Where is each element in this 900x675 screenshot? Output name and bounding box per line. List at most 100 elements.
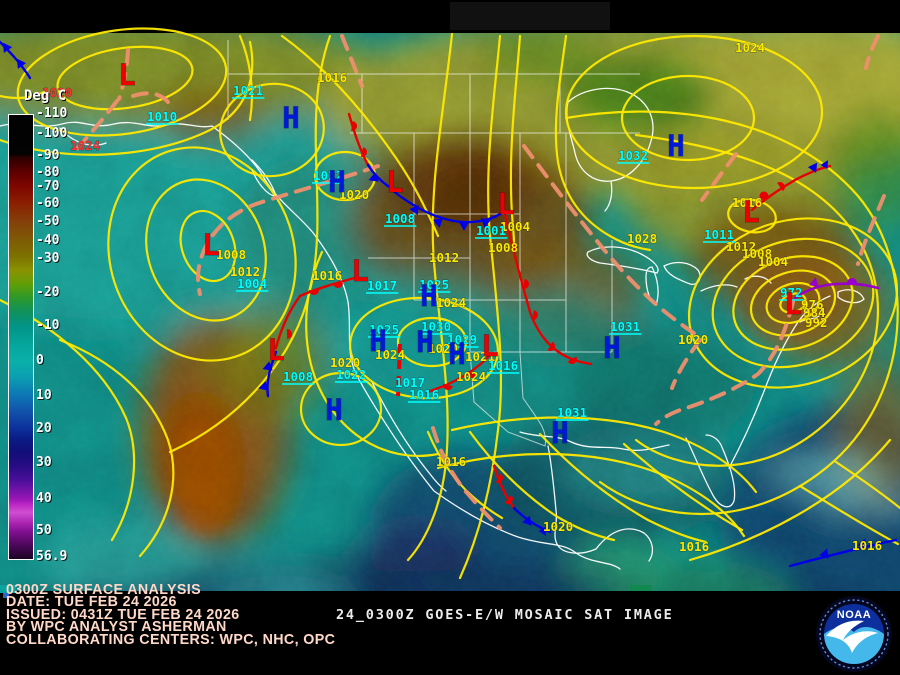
colorbar-tick: 40	[36, 491, 52, 506]
pressure-label: 1011	[704, 227, 734, 242]
warm-front	[503, 212, 593, 366]
pressure-label: 1017	[367, 278, 397, 293]
colorbar-tick: -30	[36, 251, 60, 266]
pressure-label: 1012	[726, 239, 756, 254]
seagull-icon	[826, 620, 878, 653]
pressure-label: 1017	[395, 375, 425, 390]
analysis-centers: COLLABORATING CENTERS: WPC, NHC, OPC	[6, 630, 336, 648]
colorbar-tick: -100	[36, 126, 68, 141]
pressure-label: 1020	[339, 187, 369, 202]
colorbar-tick: -10	[36, 318, 60, 333]
colorbar-tick: -20	[36, 285, 60, 300]
colorbar-tick: 56.9	[36, 549, 68, 564]
high-pressure-symbol: H	[328, 165, 345, 199]
colorbar-tick: 50	[36, 523, 52, 538]
logo-noaa-text: NOAA	[837, 609, 871, 621]
analysis-date: DATE: TUE FEB 24 2026	[6, 593, 177, 611]
pressure-label: 1016	[436, 454, 466, 469]
analysis-title: 0300Z SURFACE ANALYSIS	[6, 581, 202, 598]
pressure-label: 1031	[557, 405, 587, 420]
high-pressure-symbol: H	[325, 393, 342, 427]
low-pressure-symbol: L	[267, 333, 284, 367]
pressure-label: 1020	[543, 519, 573, 534]
pressure-label: 1022	[336, 367, 366, 382]
isobars	[0, 27, 900, 580]
logo-ring-text	[819, 599, 889, 669]
low-pressure-symbol: L	[497, 187, 514, 221]
pressure-label: 1016	[409, 387, 439, 402]
high-pressure-symbol: H	[551, 416, 568, 450]
pressure-label: 1016	[317, 70, 347, 85]
pressure-label: 1008	[216, 247, 246, 262]
pressure-label: 1020	[330, 355, 360, 370]
colorbar-title: Deg C	[24, 88, 67, 104]
low-pressure-symbol: L	[202, 228, 219, 262]
satellite-caption: 24_0300Z GOES-E/W MOSAIC SAT IMAGE	[336, 607, 674, 623]
pressure-label: 1022	[313, 168, 343, 183]
pressure-label: 992	[805, 315, 828, 330]
colorbar-tick: -60	[36, 196, 60, 211]
pressure-label: 1004	[500, 219, 530, 234]
pressure-label: 1016	[488, 358, 518, 373]
fronts	[0, 40, 898, 568]
occluded-front	[793, 282, 880, 300]
analysis-issued: ISSUED: 0431Z TUE FEB 24 2026	[6, 605, 240, 623]
pressure-label: 1024	[70, 138, 100, 153]
dryline	[396, 343, 402, 397]
pressure-label: 1020	[42, 85, 72, 100]
colorbar-tick: 30	[36, 455, 52, 470]
analysis-title-block: 0300Z SURFACE ANALYSIS DATE: TUE FEB 24 …	[6, 581, 336, 648]
pressure-label: 1001	[476, 223, 506, 238]
pressure-label: 1020	[428, 341, 458, 356]
low-pressure-symbol: L	[742, 195, 759, 229]
colorbar-tick: -40	[36, 233, 60, 248]
pressure-label: 1008	[488, 240, 518, 255]
high-pressure-symbol: H	[667, 129, 684, 163]
pressure-label: 1031	[610, 319, 640, 334]
pressure-label: 1024	[436, 295, 466, 310]
map-outlines	[0, 40, 865, 570]
pressure-label: 1016	[852, 538, 882, 553]
pressure-label: 1025	[369, 322, 399, 337]
pressure-label: 984	[803, 305, 826, 320]
pressure-label: 972	[780, 285, 803, 300]
pressure-label: 1020	[678, 332, 708, 347]
pressure-label: 1016	[732, 195, 762, 210]
high-pressure-symbol: H	[420, 279, 437, 313]
low-pressure-symbol: L	[784, 287, 801, 321]
cold-front	[390, 188, 505, 224]
pressure-label: 1012	[230, 264, 260, 279]
pressure-labels: 1020102410101021101610241022102010081004…	[42, 40, 883, 555]
pressure-label: 1029	[447, 332, 477, 347]
pressure-label: 976	[801, 297, 824, 312]
pressure-label: 1024	[456, 369, 486, 384]
low-pressure-symbol: L	[351, 254, 368, 288]
colorbar-tick: -80	[36, 165, 60, 180]
colorbar-tick: -50	[36, 214, 60, 229]
colorbar-tick: 10	[36, 388, 52, 403]
pressure-label: 1030	[421, 319, 451, 334]
pressure-label: 1008	[283, 369, 313, 384]
colorbar-tick: 0	[36, 353, 44, 368]
high-pressure-symbol: H	[416, 325, 433, 359]
high-pressure-symbol: H	[603, 331, 620, 365]
high-pressure-symbol: H	[369, 324, 386, 358]
pressure-label: 1024	[735, 40, 765, 55]
pressure-label: 1028	[627, 231, 657, 246]
pressure-label: 1016	[312, 268, 342, 283]
low-pressure-symbol: L	[118, 58, 135, 92]
pressure-label: 1012	[429, 250, 459, 265]
low-pressure-symbol: L	[386, 165, 403, 199]
state-borders	[227, 40, 640, 447]
pressure-label: 1032	[618, 148, 648, 163]
pressure-label: 1025	[419, 277, 449, 292]
colorbar-tick: -70	[36, 179, 60, 194]
colorbar-tick: -90	[36, 148, 60, 163]
pressure-label: 1021	[465, 349, 495, 364]
high-pressure-symbol: H	[448, 337, 465, 371]
low-pressure-symbol: L	[481, 329, 498, 363]
high-pressure-symbol: H	[282, 101, 299, 135]
noaa-logo: NOAA	[816, 596, 892, 672]
troughs	[74, 34, 886, 530]
